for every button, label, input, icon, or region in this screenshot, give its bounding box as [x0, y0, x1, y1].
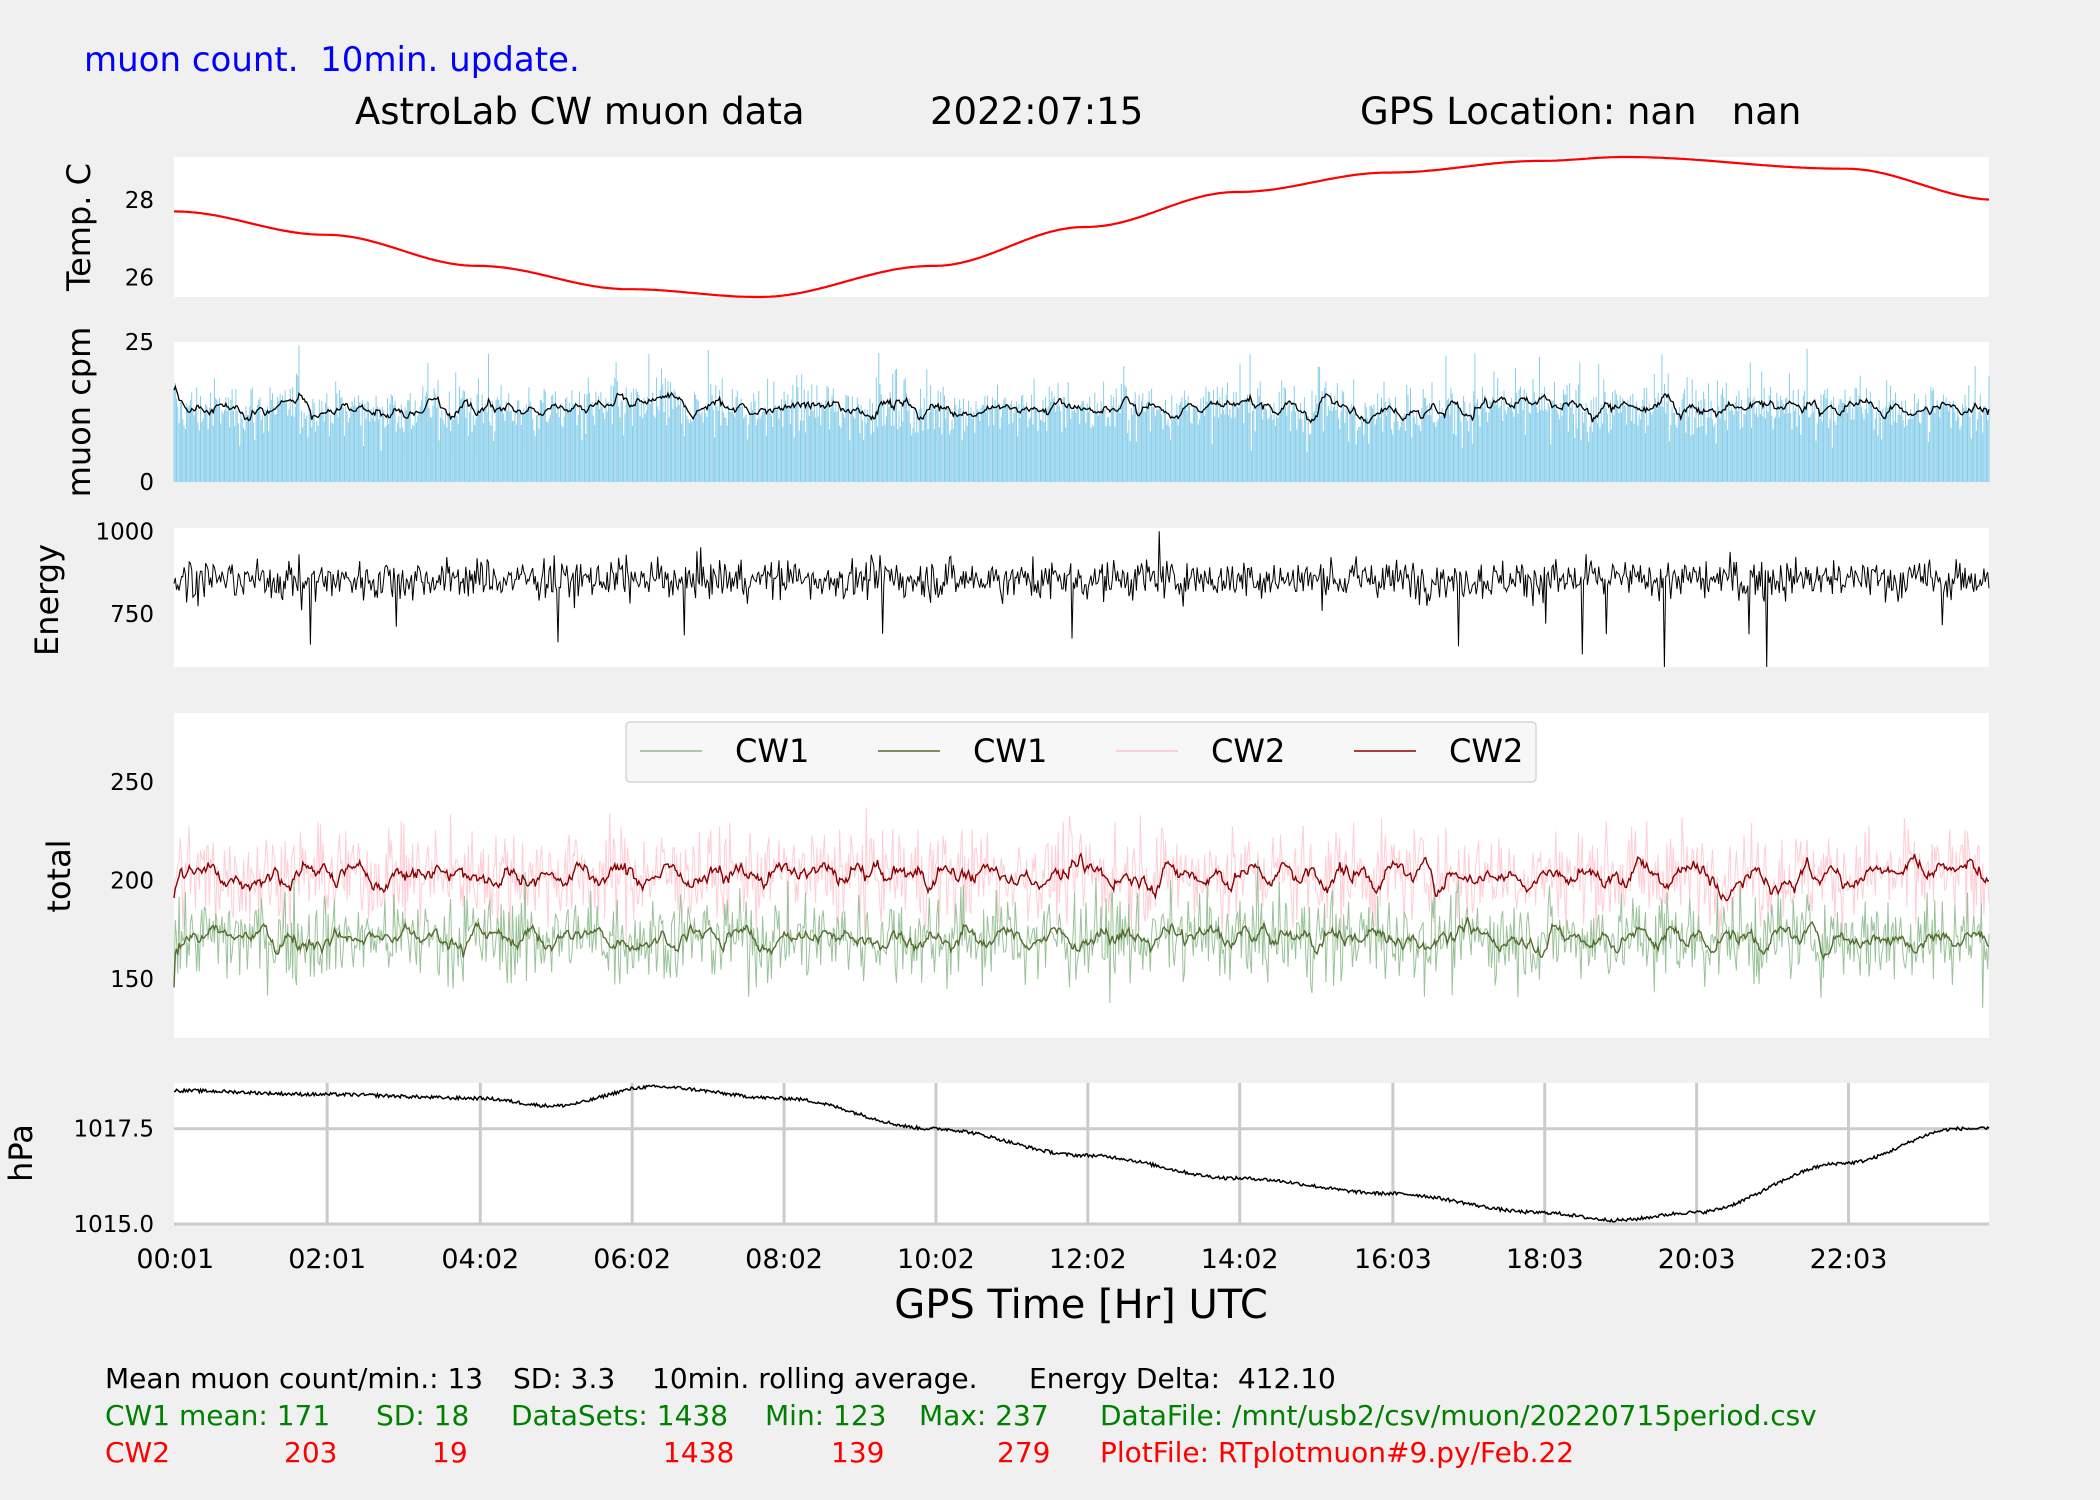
xtick-9: 18:03: [1506, 1244, 1584, 1275]
panel-5-ylabel: hPa: [2, 1124, 40, 1182]
xtick-1: 02:01: [288, 1244, 366, 1275]
xtick-0: 00:01: [136, 1244, 214, 1275]
stats-rolling: 10min. rolling average.: [652, 1362, 978, 1395]
panel-1-ylabel: Temp. C: [60, 163, 98, 292]
chart-subtitle: muon count. 10min. update.: [84, 40, 580, 80]
panel-4-ylabel: total: [40, 839, 78, 912]
panels-layer: 26 28 Temp. C 0 25 muon cpm 750 1000 Energy 150 20…: [2, 155, 1990, 1275]
panel-3-ytick-1: 1000: [95, 519, 154, 545]
data-file: DataFile: /mnt/usb2/csv/muon/20220715per…: [1100, 1399, 1817, 1432]
panel-2-ytick-1: 25: [125, 330, 154, 356]
xtick-8: 16:03: [1354, 1244, 1432, 1275]
cw1-mean: CW1 mean: 171: [105, 1399, 331, 1432]
panel-3-plot-area: [174, 528, 1989, 667]
xtick-3: 06:02: [593, 1244, 671, 1275]
cw2-label: CW2: [105, 1436, 171, 1469]
panel-4-ytick-2: 250: [110, 770, 154, 796]
legend-label-2: CW2: [1211, 732, 1285, 770]
xtick-7: 14:02: [1201, 1244, 1279, 1275]
legend: CW1 CW1 CW2 CW2: [625, 721, 1537, 783]
cw1-max: Max: 237: [919, 1399, 1049, 1432]
panel-4-ytick-1: 200: [110, 868, 154, 894]
panel-1-ytick-1: 28: [125, 188, 154, 214]
panel-5-ytick-0: 1015.0: [74, 1212, 154, 1238]
cw2-max: 279: [997, 1436, 1051, 1469]
panel-5-plot-area: [174, 1083, 1989, 1224]
panel-3-ytick-0: 750: [110, 602, 154, 628]
energy-line: [173, 531, 1990, 668]
legend-label-3: CW2: [1449, 732, 1523, 770]
chart-date: 2022:07:15: [930, 90, 1144, 133]
plot-file: PlotFile: RTplotmuon#9.py/Feb.22: [1100, 1436, 1575, 1469]
cw1-datasets: DataSets: 1438: [511, 1399, 729, 1432]
panel-5-ytick-1: 1017.5: [74, 1117, 154, 1143]
stats-mean: Mean muon count/min.: 13: [105, 1362, 484, 1395]
xtick-6: 12:02: [1049, 1244, 1127, 1275]
cw2-min: 139: [831, 1436, 885, 1469]
xtick-5: 10:02: [897, 1244, 975, 1275]
panel-2-plot-area: [174, 342, 1989, 482]
cw1-average-line: [173, 916, 1990, 988]
panel-2-ytick-0: 0: [139, 470, 154, 496]
chart-title: AstroLab CW muon data: [355, 90, 805, 133]
cw2-datasets: 1438: [663, 1436, 735, 1469]
muon-bars: [173, 345, 1990, 482]
cw2-mean: 203: [284, 1436, 338, 1469]
cw2-sd: 19: [432, 1436, 468, 1469]
xtick-2: 04:02: [441, 1244, 519, 1275]
cw2-average-line: [173, 851, 1990, 902]
panel-4-ytick-0: 150: [110, 967, 154, 993]
stats-sd: SD: 3.3: [513, 1362, 616, 1395]
temp-line: [173, 155, 1990, 299]
cw2-raw-line: [173, 807, 1990, 951]
xtick-10: 20:03: [1658, 1244, 1736, 1275]
pressure-line: [173, 1084, 1990, 1223]
panel-3-ylabel: Energy: [28, 544, 66, 656]
stats-energy-delta: Energy Delta: 412.10: [1029, 1362, 1336, 1395]
gps-location: GPS Location: nan nan: [1360, 90, 1802, 133]
xtick-11: 22:03: [1810, 1244, 1888, 1275]
xtick-4: 08:02: [745, 1244, 823, 1275]
legend-label-0: CW1: [735, 732, 809, 770]
legend-box: [625, 721, 1537, 783]
cw1-sd: SD: 18: [376, 1399, 470, 1432]
x-axis-label: GPS Time [Hr] UTC: [894, 1282, 1268, 1328]
muon-rolling-average: [173, 384, 1990, 424]
cw1-min: Min: 123: [765, 1399, 887, 1432]
legend-label-1: CW1: [973, 732, 1047, 770]
panel-1-ytick-0: 26: [125, 266, 154, 292]
panel-2-ylabel: muon cpm: [60, 327, 98, 498]
cw1-raw-line: [173, 860, 1990, 1009]
